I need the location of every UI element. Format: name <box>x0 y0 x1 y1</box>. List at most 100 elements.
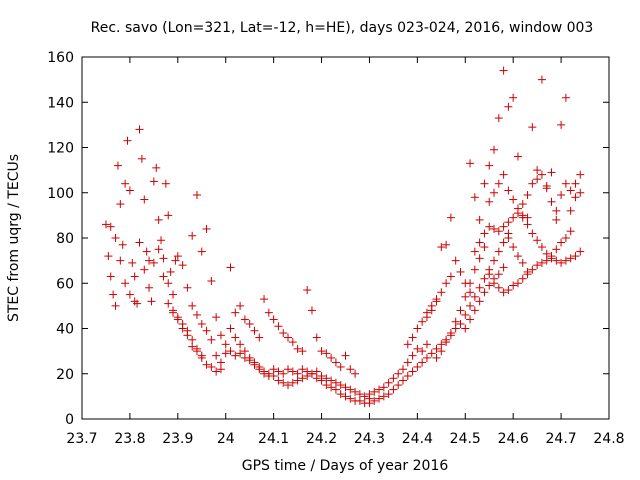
data-point <box>547 197 556 206</box>
data-point <box>523 220 532 229</box>
data-point <box>418 347 427 356</box>
data-point <box>293 369 302 378</box>
data-point <box>255 333 264 342</box>
data-point <box>336 362 345 371</box>
data-point <box>537 258 546 267</box>
data-point <box>394 381 403 390</box>
data-point <box>403 372 412 381</box>
data-point <box>389 385 398 394</box>
data-point <box>408 333 417 342</box>
data-point <box>212 351 221 360</box>
data-point <box>499 170 508 179</box>
data-point <box>216 358 225 367</box>
data-point <box>154 215 163 224</box>
y-tick-label: 60 <box>56 276 74 292</box>
x-axis-ticks: 23.7 23.8 23.9 24 24.1 24.2 24.3 24.4 24.5 24.6 24… <box>66 57 625 447</box>
data-point <box>298 365 307 374</box>
x-tick-label: 24.2 <box>306 431 337 447</box>
data-point <box>236 301 245 310</box>
data-point <box>557 258 566 267</box>
y-tick-label: 0 <box>65 412 74 428</box>
data-point <box>284 365 293 374</box>
data-point <box>528 265 537 274</box>
data-point <box>470 292 479 301</box>
data-point <box>557 120 566 129</box>
x-tick-label: 24.3 <box>354 431 385 447</box>
data-point <box>451 256 460 265</box>
x-tick-label: 23.9 <box>162 431 193 447</box>
data-point <box>264 308 273 317</box>
data-point <box>427 306 436 315</box>
data-point <box>504 102 513 111</box>
data-point <box>336 381 345 390</box>
data-point <box>566 254 575 263</box>
data-point <box>207 362 216 371</box>
data-point <box>470 247 479 256</box>
data-point <box>398 376 407 385</box>
data-point <box>413 362 422 371</box>
data-point <box>456 306 465 315</box>
data-point <box>327 353 336 362</box>
data-point <box>106 272 115 281</box>
data-point <box>394 369 403 378</box>
y-tick-label: 160 <box>47 50 74 66</box>
data-point <box>250 326 259 335</box>
data-point <box>518 200 527 209</box>
data-point <box>303 367 312 376</box>
data-point <box>188 342 197 351</box>
data-point <box>147 297 156 306</box>
data-point <box>202 360 211 369</box>
data-point <box>274 367 283 376</box>
data-point <box>523 191 532 200</box>
data-point <box>183 331 192 340</box>
data-point <box>552 256 561 265</box>
data-point <box>561 179 570 188</box>
data-point <box>140 265 149 274</box>
x-tick-label: 24.4 <box>402 431 433 447</box>
data-point <box>490 256 499 265</box>
data-point <box>408 351 417 360</box>
data-point <box>427 349 436 358</box>
plot-frame <box>81 56 610 420</box>
data-point <box>317 347 326 356</box>
y-tick-label: 80 <box>56 231 74 247</box>
data-point <box>312 367 321 376</box>
data-point <box>466 301 475 310</box>
data-point <box>403 358 412 367</box>
data-point <box>236 340 245 349</box>
data-point <box>140 195 149 204</box>
x-tick-label: 24.1 <box>258 431 289 447</box>
data-point <box>202 224 211 233</box>
data-point <box>178 261 187 270</box>
data-point <box>413 344 422 353</box>
data-point <box>226 324 235 333</box>
data-point <box>137 154 146 163</box>
data-point <box>269 315 278 324</box>
data-point <box>135 238 144 247</box>
y-tick-label: 100 <box>47 186 74 202</box>
data-point <box>513 204 522 213</box>
data-point <box>432 297 441 306</box>
data-point <box>499 288 508 297</box>
data-point <box>346 394 355 403</box>
data-point <box>116 256 125 265</box>
data-point <box>106 222 115 231</box>
data-point <box>408 367 417 376</box>
data-point <box>154 245 163 254</box>
data-point <box>169 290 178 299</box>
data-point <box>303 286 312 295</box>
data-point <box>533 166 542 175</box>
data-point <box>274 322 283 331</box>
data-point <box>104 252 113 261</box>
data-point <box>456 319 465 328</box>
data-point <box>576 170 585 179</box>
data-point <box>494 227 503 236</box>
data-point <box>145 256 154 265</box>
data-point <box>123 136 132 145</box>
data-point <box>192 347 201 356</box>
data-point <box>490 145 499 154</box>
data-point <box>533 236 542 245</box>
data-point <box>216 331 225 340</box>
data-point <box>528 229 537 238</box>
data-point <box>317 372 326 381</box>
